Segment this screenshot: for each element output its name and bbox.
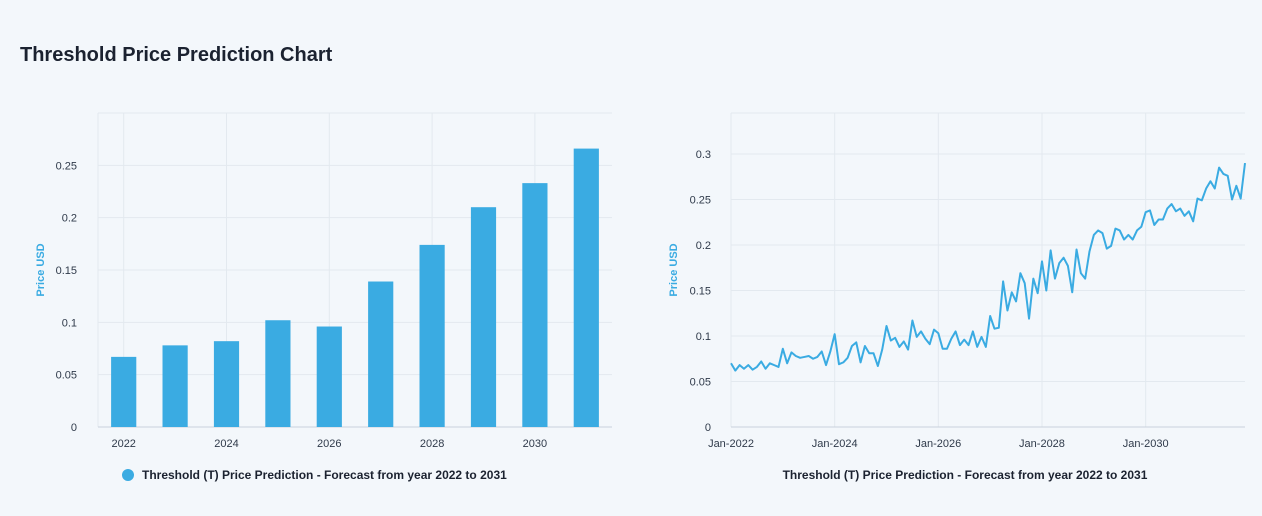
y-tick-label: 0.05 xyxy=(690,376,711,388)
line-chart-y-ticks: 0 0.05 0.1 0.15 0.2 0.25 0.3 xyxy=(690,149,711,434)
bar-2030[interactable] xyxy=(522,183,548,427)
line-chart-grid xyxy=(730,112,1245,428)
legend-marker xyxy=(122,469,134,481)
bar-2025[interactable] xyxy=(265,320,291,427)
y-tick-label: 0.2 xyxy=(62,213,77,225)
x-tick-label: 2024 xyxy=(214,438,238,450)
bar-chart-y-ticks: 0 0.05 0.1 0.15 0.2 0.25 xyxy=(56,160,77,434)
bar-chart-y-axis-label: Price USD xyxy=(35,243,47,296)
y-tick-label: 0 xyxy=(71,422,77,434)
bar-2029[interactable] xyxy=(470,207,497,427)
x-tick-label: Jan-2028 xyxy=(1019,438,1065,450)
bar-chart: 0 0.05 0.1 0.15 0.2 0.25 2022 2024 2026 2028 2030… xyxy=(35,112,612,482)
y-tick-label: 0.15 xyxy=(690,285,711,297)
line-chart-y-axis-label: Price USD xyxy=(668,243,680,296)
bar-2028[interactable] xyxy=(419,244,445,427)
bar-chart-legend[interactable]: Threshold (T) Price Prediction - Forecas… xyxy=(122,468,507,482)
y-tick-label: 0.3 xyxy=(696,149,711,161)
x-tick-label: Jan-2030 xyxy=(1123,438,1169,450)
bar-2031[interactable] xyxy=(573,148,599,427)
y-tick-label: 0.2 xyxy=(696,240,711,252)
legend-label: Threshold (T) Price Prediction - Forecas… xyxy=(142,468,507,482)
x-tick-label: 2022 xyxy=(111,438,135,450)
line-chart-x-axis-label: Threshold (T) Price Prediction - Forecas… xyxy=(783,468,1148,482)
x-tick-label: 2028 xyxy=(420,438,444,450)
y-tick-label: 0 xyxy=(705,422,711,434)
y-tick-label: 0.25 xyxy=(56,160,77,172)
line-chart-x-ticks: Jan-2022 Jan-2024 Jan-2026 Jan-2028 Jan-2030 xyxy=(708,438,1169,450)
y-tick-label: 0.05 xyxy=(56,370,77,382)
line-series xyxy=(730,162,1246,372)
y-tick-label: 0.1 xyxy=(62,317,77,329)
bar-chart-x-ticks: 2022 2024 2026 2028 2030 xyxy=(111,438,547,450)
y-tick-label: 0.25 xyxy=(690,194,711,206)
x-tick-label: 2030 xyxy=(523,438,547,450)
bar-chart-bars xyxy=(111,148,599,427)
bar-2023[interactable] xyxy=(162,345,188,427)
bar-2024[interactable] xyxy=(213,341,240,427)
line-chart: 00.050.10.150.20.250.3 Jan-2022 Jan-2024 J… xyxy=(668,112,1246,482)
page-title: Threshold Price Prediction Chart xyxy=(20,44,333,66)
y-tick-label: 0.1 xyxy=(696,331,711,343)
x-tick-label: Jan-2026 xyxy=(915,438,961,450)
bar-2026[interactable] xyxy=(316,326,342,427)
bar-2022[interactable] xyxy=(111,356,137,427)
x-tick-label: Jan-2024 xyxy=(812,438,858,450)
x-tick-label: Jan-2022 xyxy=(708,438,754,450)
x-tick-label: 2026 xyxy=(317,438,341,450)
y-tick-label: 0.15 xyxy=(56,265,77,277)
bar-2027[interactable] xyxy=(368,281,394,427)
